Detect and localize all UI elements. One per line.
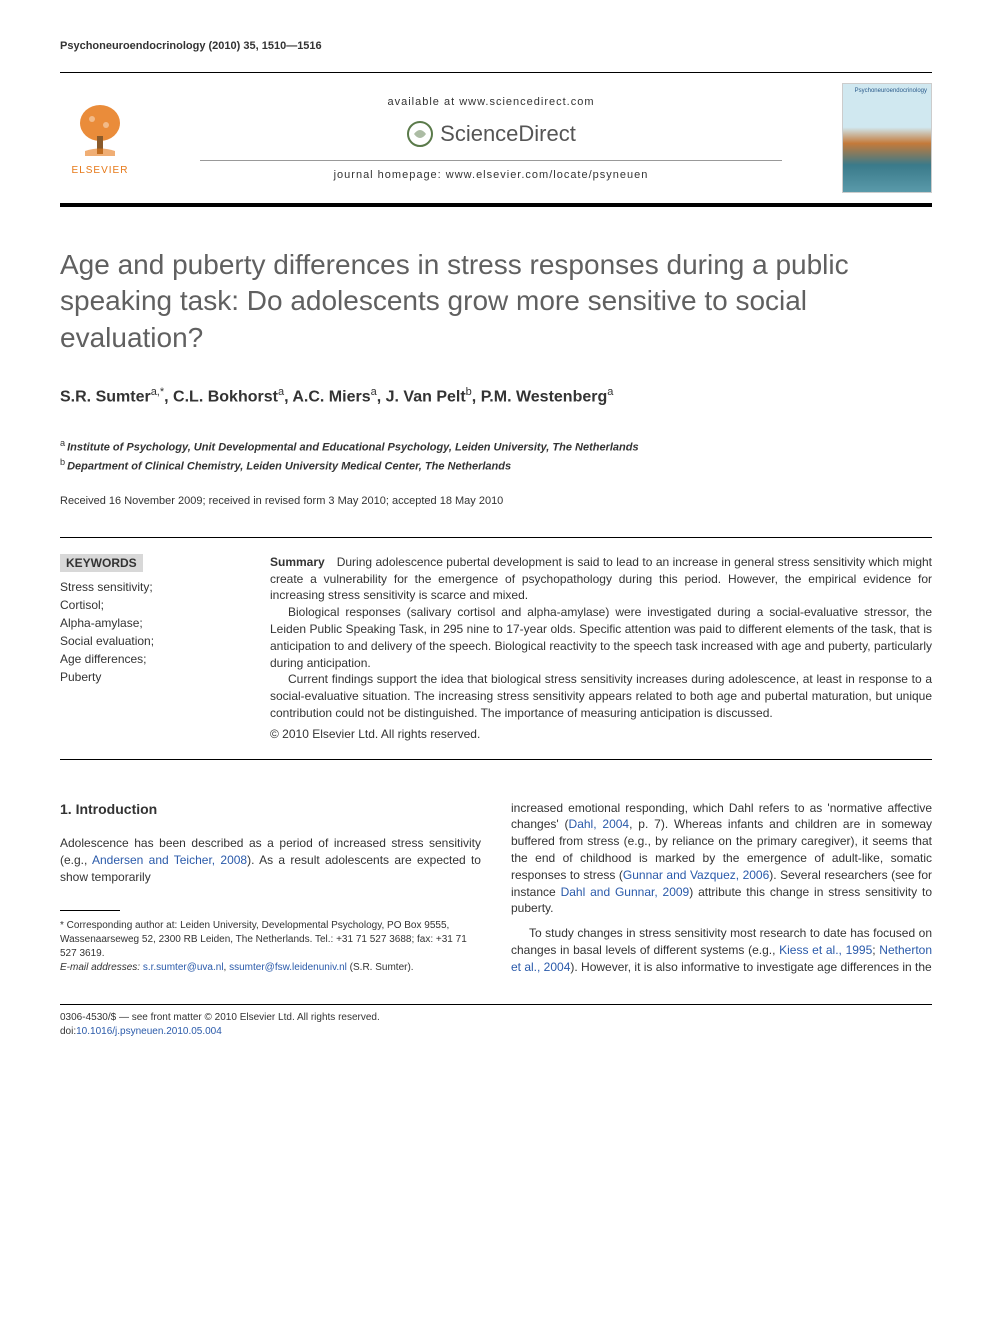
- intro-p2: To study changes in stress sensitivity m…: [511, 925, 932, 975]
- keywords-heading: KEYWORDS: [60, 554, 143, 572]
- citation-link[interactable]: Kiess et al., 1995: [779, 943, 872, 957]
- journal-cover-title: Psychoneuroendocrinology: [855, 88, 927, 94]
- doi-label: doi:: [60, 1026, 76, 1037]
- abstract-copyright: © 2010 Elsevier Ltd. All rights reserved…: [270, 726, 932, 743]
- intro-p1: Adolescence has been described as a peri…: [60, 835, 481, 885]
- bottom-info: 0306-4530/$ — see front matter © 2010 El…: [60, 1011, 932, 1039]
- citation-link[interactable]: Dahl, 2004: [569, 817, 630, 831]
- corresponding-author-footnote: * Corresponding author at: Leiden Univer…: [60, 919, 481, 961]
- email-link[interactable]: ssumter@fsw.leidenuniv.nl: [229, 962, 347, 973]
- running-header: Psychoneuroendocrinology (2010) 35, 1510…: [60, 40, 932, 52]
- intro-p1-cont: increased emotional responding, which Da…: [511, 800, 932, 918]
- section-heading: 1. Introduction: [60, 800, 481, 820]
- affiliations: aInstitute of Psychology, Unit Developme…: [60, 437, 932, 475]
- email-footnote: E-mail addresses: s.r.sumter@uva.nl, ssu…: [60, 961, 481, 975]
- journal-cover-thumbnail: Psychoneuroendocrinology: [842, 83, 932, 193]
- body-columns: 1. Introduction Adolescence has been des…: [60, 800, 932, 984]
- bottom-rule: [60, 1004, 932, 1005]
- abstract-p3: Current findings support the idea that b…: [270, 671, 932, 721]
- abstract-content: SummaryDuring adolescence pubertal devel…: [270, 554, 932, 743]
- sciencedirect-logo: ScienceDirect: [160, 120, 822, 148]
- abstract-p2: Biological responses (salivary cortisol …: [270, 604, 932, 671]
- masthead: ELSEVIER available at www.sciencedirect.…: [60, 72, 932, 207]
- doi-line: doi:10.1016/j.psyneuen.2010.05.004: [60, 1025, 932, 1039]
- citation-link[interactable]: Dahl and Gunnar, 2009: [561, 885, 690, 899]
- keywords-list: Stress sensitivity;Cortisol;Alpha-amylas…: [60, 578, 240, 686]
- sciencedirect-text: ScienceDirect: [440, 121, 576, 147]
- footnote-separator: [60, 910, 120, 911]
- elsevier-logo: ELSEVIER: [60, 101, 140, 176]
- doi-link[interactable]: 10.1016/j.psyneuen.2010.05.004: [76, 1026, 222, 1037]
- text-fragment: ). However, it is also informative to in…: [570, 960, 931, 974]
- abstract-p1: SummaryDuring adolescence pubertal devel…: [270, 554, 932, 604]
- elsevier-tree-icon: [70, 101, 130, 161]
- citation-link[interactable]: Gunnar and Vazquez, 2006: [623, 868, 769, 882]
- email-link[interactable]: s.r.sumter@uva.nl: [143, 962, 224, 973]
- masthead-center: available at www.sciencedirect.com Scien…: [160, 96, 822, 181]
- journal-homepage: journal homepage: www.elsevier.com/locat…: [200, 160, 782, 181]
- abstract-block: KEYWORDS Stress sensitivity;Cortisol;Alp…: [60, 537, 932, 760]
- citation-link[interactable]: Andersen and Teicher, 2008: [92, 853, 247, 867]
- abstract-p1-text: During adolescence pubertal development …: [270, 555, 932, 603]
- left-column: 1. Introduction Adolescence has been des…: [60, 800, 481, 984]
- article-title: Age and puberty differences in stress re…: [60, 247, 932, 356]
- section-title: Introduction: [76, 801, 158, 817]
- text-fragment: (S.R. Sumter).: [347, 962, 414, 973]
- front-matter-line: 0306-4530/$ — see front matter © 2010 El…: [60, 1011, 932, 1025]
- summary-label: Summary: [270, 555, 325, 569]
- footnote-label: * Corresponding author at:: [60, 920, 177, 931]
- email-label: E-mail addresses:: [60, 962, 140, 973]
- article-dates: Received 16 November 2009; received in r…: [60, 495, 932, 507]
- right-column: increased emotional responding, which Da…: [511, 800, 932, 984]
- keywords-box: KEYWORDS Stress sensitivity;Cortisol;Alp…: [60, 554, 240, 743]
- authors: S.R. Sumtera,*, C.L. Bokhorsta, A.C. Mie…: [60, 386, 932, 406]
- sciencedirect-icon: [406, 120, 434, 148]
- available-at: available at www.sciencedirect.com: [160, 96, 822, 108]
- elsevier-label: ELSEVIER: [72, 165, 129, 176]
- section-number: 1.: [60, 801, 72, 817]
